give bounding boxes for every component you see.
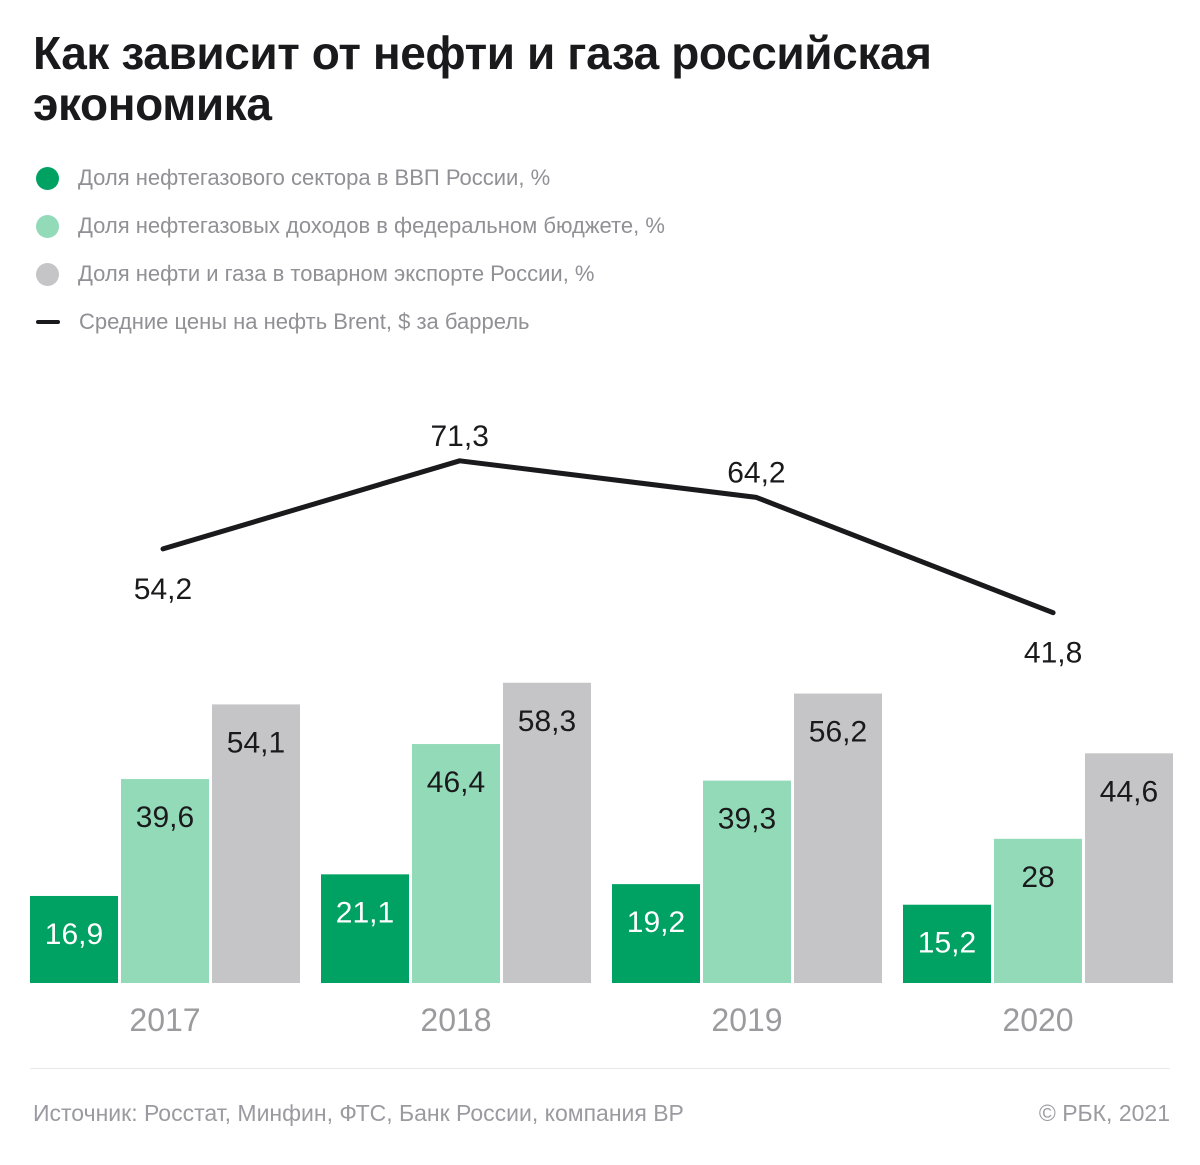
bar-value-label: 44,6 xyxy=(1100,775,1158,808)
year-label: 2020 xyxy=(1002,1002,1073,1038)
legend-dot-icon xyxy=(36,262,59,286)
legend-item: Доля нефтегазовых доходов в федеральном … xyxy=(36,213,665,238)
bar xyxy=(703,780,791,983)
legend-line-icon xyxy=(36,320,60,324)
legend-item-label: Средние цены на нефть Brent, $ за баррел… xyxy=(79,309,530,334)
legend-item-label: Доля нефти и газа в товарном экспорте Ро… xyxy=(78,261,595,286)
bar xyxy=(212,704,300,983)
page-title: Как зависит от нефти и газа российская э… xyxy=(33,27,932,130)
bar xyxy=(794,693,882,983)
legend-dot-icon xyxy=(36,214,59,238)
bar xyxy=(121,779,209,983)
copyright: © РБК, 2021 xyxy=(1038,1100,1170,1126)
bar-value-label: 39,6 xyxy=(136,801,194,834)
bar xyxy=(321,874,409,983)
bar xyxy=(903,904,991,983)
bar-value-label: 46,4 xyxy=(427,766,485,799)
bar-value-label: 54,1 xyxy=(227,726,285,759)
legend: Доля нефтегазового сектора в ВВП России,… xyxy=(36,165,665,358)
bar xyxy=(503,682,591,983)
legend-dot-icon xyxy=(36,166,59,190)
bar xyxy=(30,895,118,983)
line-value-label: 54,2 xyxy=(134,573,192,606)
footer-divider xyxy=(30,1068,1170,1069)
year-label: 2017 xyxy=(129,1002,200,1038)
brent-line xyxy=(160,458,1056,616)
source-note: Источник: Росстат, Минфин, ФТС, Банк Рос… xyxy=(33,1100,684,1126)
bar-value-label: 19,2 xyxy=(627,906,685,939)
year-label: 2018 xyxy=(420,1002,491,1038)
bar-value-label: 21,1 xyxy=(336,896,394,929)
legend-item: Доля нефти и газа в товарном экспорте Ро… xyxy=(36,261,665,286)
bar xyxy=(612,884,700,983)
bar-value-label: 39,3 xyxy=(718,803,776,836)
bar-value-label: 15,2 xyxy=(918,927,976,960)
year-label: 2019 xyxy=(711,1002,782,1038)
line-value-label: 64,2 xyxy=(727,456,785,489)
bar-value-label: 56,2 xyxy=(809,716,867,749)
legend-item-label: Доля нефтегазовых доходов в федеральном … xyxy=(78,213,665,238)
bar xyxy=(412,744,500,983)
bar-value-label: 28 xyxy=(1021,861,1054,894)
bar xyxy=(1085,753,1173,983)
legend-item-label: Доля нефтегазового сектора в ВВП России,… xyxy=(78,165,551,190)
bar xyxy=(994,838,1082,983)
legend-item: Средние цены на нефть Brent, $ за баррел… xyxy=(36,309,665,334)
bar-value-label: 16,9 xyxy=(45,918,103,951)
bar-value-label: 58,3 xyxy=(518,705,576,738)
line-value-label: 71,3 xyxy=(431,420,489,453)
legend-item: Доля нефтегазового сектора в ВВП России,… xyxy=(36,165,665,190)
line-value-label: 41,8 xyxy=(1024,637,1082,670)
footer: Источник: Росстат, Минфин, ФТС, Банк Рос… xyxy=(33,1100,1170,1127)
